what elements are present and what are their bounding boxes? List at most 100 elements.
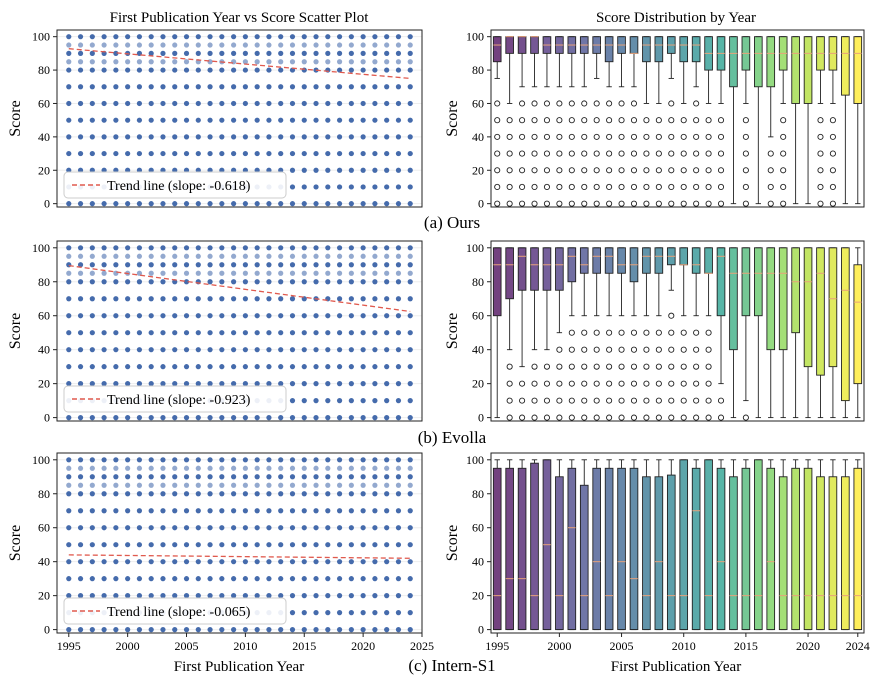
scatter-point xyxy=(278,482,284,488)
box-2003 xyxy=(592,459,601,631)
scatter-point xyxy=(360,347,366,353)
box-2001 xyxy=(567,36,577,207)
scatter-point xyxy=(348,117,354,123)
scatter-point xyxy=(266,465,272,471)
scatter-point xyxy=(407,313,413,319)
scatter-point xyxy=(66,465,72,471)
scatter-point xyxy=(360,184,366,190)
x-tick-label: 2000 xyxy=(547,639,571,653)
scatter-point xyxy=(113,201,119,207)
scatter-point xyxy=(77,474,84,480)
scatter-point xyxy=(254,627,260,633)
scatter-point xyxy=(113,67,119,73)
x-tick-label: 2020 xyxy=(796,639,820,653)
box-y-label: Score xyxy=(444,525,461,561)
scatter-point xyxy=(289,184,296,190)
scatter-point xyxy=(231,364,237,370)
scatter-point xyxy=(89,150,95,157)
scatter-point xyxy=(172,34,178,40)
box-iqr xyxy=(791,247,800,334)
scatter-point xyxy=(125,34,131,40)
box-outlier xyxy=(693,329,700,336)
box-outlier xyxy=(817,200,824,207)
scatter-point xyxy=(219,100,225,107)
box-outlier xyxy=(780,133,787,140)
box-iqr xyxy=(716,467,726,631)
scatter-point xyxy=(242,134,248,140)
scatter-point xyxy=(172,508,178,514)
scatter-point xyxy=(195,491,201,497)
scatter-point xyxy=(348,279,354,285)
scatter-point xyxy=(195,482,201,488)
scatter-point xyxy=(160,201,166,207)
scatter-point xyxy=(101,381,107,387)
scatter-point xyxy=(125,253,131,259)
scatter-point xyxy=(160,576,166,582)
scatter-point xyxy=(113,491,119,497)
box-outlier xyxy=(606,117,613,124)
scatter-point xyxy=(336,253,343,259)
scatter-point xyxy=(89,134,95,140)
scatter-point xyxy=(336,347,343,353)
scatter-point xyxy=(125,508,131,514)
scatter-point xyxy=(266,347,272,353)
scatter-point xyxy=(207,330,213,336)
scatter-point xyxy=(407,201,413,207)
scatter-point xyxy=(77,482,84,488)
scatter-point xyxy=(278,508,284,514)
scatter-point xyxy=(242,34,248,40)
box-outlier xyxy=(655,380,662,387)
scatter-point xyxy=(183,245,190,251)
box-outlier xyxy=(705,167,712,174)
scatter-point xyxy=(219,296,225,302)
scatter-point xyxy=(407,67,413,73)
box-outlier xyxy=(506,150,513,157)
scatter-point xyxy=(384,457,390,463)
scatter-point xyxy=(384,559,390,565)
box-outlier xyxy=(829,150,836,157)
scatter-point xyxy=(160,50,166,56)
scatter-point xyxy=(395,279,402,285)
box-2018 xyxy=(778,247,788,419)
scatter-point xyxy=(278,296,284,302)
scatter-point xyxy=(372,508,378,514)
scatter-point xyxy=(136,559,143,565)
box-outlier xyxy=(705,117,712,124)
box-outlier xyxy=(581,117,588,124)
scatter-point xyxy=(125,150,131,157)
scatter-point xyxy=(160,347,166,353)
scatter-point xyxy=(254,381,260,387)
box-iqr xyxy=(592,247,601,274)
scatter-point xyxy=(395,67,402,73)
scatter-point xyxy=(219,50,225,56)
box-iqr xyxy=(778,476,788,631)
scatter-point xyxy=(336,593,343,599)
box-iqr xyxy=(841,247,850,402)
box-2003 xyxy=(592,36,601,207)
scatter-point xyxy=(325,245,331,251)
scatter-point xyxy=(313,279,319,285)
box-outlier xyxy=(643,117,650,124)
scatter-point xyxy=(348,245,354,251)
scatter-point xyxy=(172,67,178,73)
scatter-point xyxy=(172,117,178,123)
scatter-point xyxy=(183,67,190,73)
scatter-point xyxy=(313,474,319,480)
scatter-point xyxy=(360,415,366,421)
scatter-point xyxy=(113,100,119,107)
scatter-point xyxy=(384,330,390,336)
box-2019 xyxy=(791,247,800,419)
scatter-point xyxy=(336,559,343,565)
scatter-point xyxy=(89,253,95,259)
box-outlier xyxy=(543,380,551,387)
scatter-point xyxy=(336,398,343,404)
scatter-point xyxy=(207,270,213,276)
scatter-point xyxy=(183,42,190,48)
scatter-point xyxy=(160,381,166,387)
scatter-point xyxy=(278,313,284,319)
scatter-point xyxy=(301,270,307,276)
scatter-point xyxy=(372,381,378,387)
scatter-point xyxy=(360,474,366,480)
scatter-point xyxy=(195,100,201,107)
legend-box xyxy=(63,171,287,199)
